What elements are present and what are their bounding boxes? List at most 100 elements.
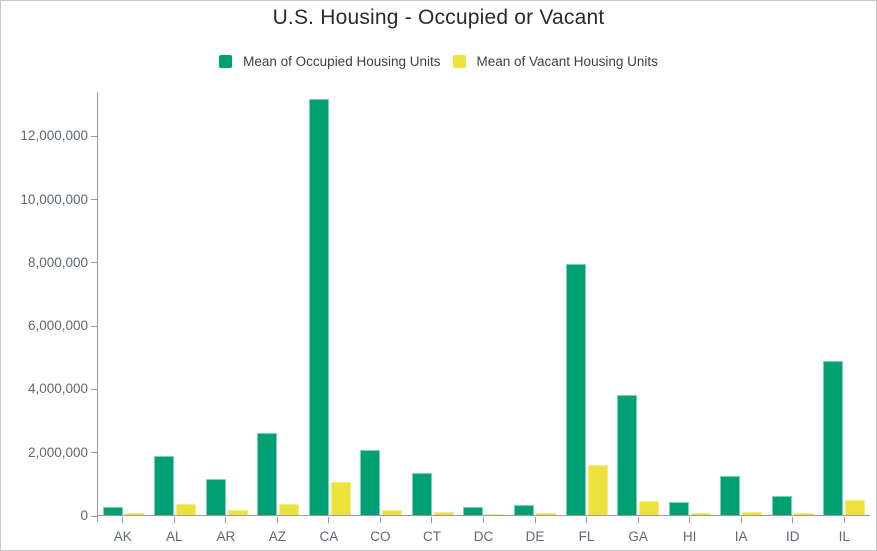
legend-item-occupied[interactable]: Mean of Occupied Housing Units bbox=[219, 54, 441, 69]
bar-DE-vacant[interactable] bbox=[536, 513, 557, 515]
bar-AZ-occupied[interactable] bbox=[257, 432, 278, 515]
category-group-AZ bbox=[252, 92, 303, 515]
bar-HI-vacant[interactable] bbox=[690, 513, 711, 515]
x-tick bbox=[637, 517, 639, 523]
bar-ID-vacant[interactable] bbox=[793, 512, 814, 515]
bar-ID-occupied[interactable] bbox=[771, 496, 792, 515]
category-group-AK bbox=[98, 92, 149, 515]
x-tick-label-DC: DC bbox=[473, 529, 494, 544]
bar-GA-vacant[interactable] bbox=[639, 500, 660, 515]
bar-AZ-vacant[interactable] bbox=[279, 503, 300, 515]
bar-HI-occupied[interactable] bbox=[668, 501, 689, 515]
x-tick bbox=[483, 517, 484, 523]
x-tick-label-IL: IL bbox=[838, 529, 850, 544]
category-group-AR bbox=[201, 92, 252, 515]
x-tick bbox=[225, 517, 227, 523]
bar-CO-occupied[interactable] bbox=[360, 449, 381, 515]
y-tick-label: 8,000,000 bbox=[27, 254, 88, 270]
category-group-HI bbox=[664, 92, 715, 515]
x-tick-label-FL: FL bbox=[578, 529, 595, 544]
bar-CA-vacant[interactable] bbox=[330, 481, 351, 515]
bar-AL-occupied[interactable] bbox=[154, 456, 175, 515]
category-group-ID bbox=[767, 92, 818, 515]
x-tick bbox=[431, 517, 433, 523]
x-tick-label-ID: ID bbox=[785, 529, 800, 544]
x-tick-label-AZ: AZ bbox=[268, 529, 286, 544]
legend-swatch-icon bbox=[452, 55, 466, 68]
x-tick bbox=[689, 517, 691, 523]
chart-title: U.S. Housing - Occupied or Vacant bbox=[272, 6, 605, 29]
category-group-AL bbox=[149, 92, 200, 515]
y-tick-label: 4,000,000 bbox=[27, 381, 88, 397]
plot-area bbox=[97, 92, 870, 516]
x-tick bbox=[122, 517, 124, 523]
x-tick bbox=[740, 517, 742, 523]
bar-AK-occupied[interactable] bbox=[102, 507, 123, 515]
bar-IL-occupied[interactable] bbox=[823, 360, 844, 515]
y-tick-label: 10,000,000 bbox=[20, 191, 88, 207]
x-tick-label-AK: AK bbox=[113, 529, 132, 544]
y-tick-label: 12,000,000 bbox=[20, 128, 88, 144]
x-tick-label-CO: CO bbox=[370, 529, 391, 544]
category-group-CT bbox=[407, 92, 458, 515]
x-tick-label-HI: HI bbox=[682, 529, 697, 544]
bar-CO-vacant[interactable] bbox=[382, 509, 403, 515]
bar-AL-vacant[interactable] bbox=[176, 503, 197, 515]
y-tick bbox=[91, 452, 97, 454]
x-tick-label-CA: CA bbox=[319, 529, 339, 544]
bar-IL-vacant[interactable] bbox=[845, 500, 866, 515]
x-tick-label-AR: AR bbox=[216, 529, 236, 544]
x-tick bbox=[586, 517, 588, 523]
x-tick-label-DE: DE bbox=[525, 529, 545, 544]
bar-IA-occupied[interactable] bbox=[720, 475, 741, 515]
x-tick bbox=[792, 517, 794, 523]
bar-CA-occupied[interactable] bbox=[308, 98, 329, 515]
x-tick bbox=[534, 517, 536, 523]
x-tick bbox=[276, 517, 278, 523]
y-tick bbox=[91, 135, 97, 137]
x-tick bbox=[379, 517, 381, 523]
y-tick bbox=[91, 325, 97, 327]
category-group-CA bbox=[304, 92, 355, 515]
y-tick bbox=[91, 515, 97, 517]
x-tick-label-IA: IA bbox=[734, 529, 748, 544]
legend-item-vacant[interactable]: Mean of Vacant Housing Units bbox=[452, 54, 658, 69]
y-axis-extension bbox=[97, 516, 98, 522]
legend: Mean of Occupied Housing Units Mean of Va… bbox=[1, 54, 876, 69]
bar-AK-vacant[interactable] bbox=[124, 513, 145, 515]
y-tick bbox=[91, 262, 97, 264]
legend-label: Mean of Vacant Housing Units bbox=[476, 54, 658, 69]
bar-FL-vacant[interactable] bbox=[587, 465, 608, 515]
bar-AR-occupied[interactable] bbox=[205, 479, 226, 515]
y-tick-label: 6,000,000 bbox=[27, 318, 88, 334]
x-tick bbox=[328, 517, 330, 523]
category-group-DE bbox=[510, 92, 561, 515]
x-tick-label-AL: AL bbox=[166, 529, 183, 544]
bar-FL-occupied[interactable] bbox=[565, 264, 586, 515]
x-tick-label-CT: CT bbox=[422, 529, 441, 544]
bar-DC-occupied[interactable] bbox=[463, 507, 484, 515]
bar-CT-vacant[interactable] bbox=[433, 512, 454, 515]
y-tick bbox=[91, 199, 97, 201]
legend-label: Mean of Occupied Housing Units bbox=[243, 54, 441, 69]
category-group-DC bbox=[458, 92, 509, 515]
bar-AR-vacant[interactable] bbox=[227, 510, 248, 515]
bar-DC-vacant[interactable] bbox=[485, 514, 506, 515]
x-tick bbox=[173, 517, 175, 523]
y-tick bbox=[91, 388, 97, 390]
category-group-FL bbox=[561, 92, 612, 515]
category-group-IL bbox=[819, 92, 870, 515]
bar-GA-occupied[interactable] bbox=[617, 395, 638, 515]
y-tick-label: 2,000,000 bbox=[27, 444, 88, 460]
x-tick-label-GA: GA bbox=[628, 529, 648, 544]
bar-DE-occupied[interactable] bbox=[514, 504, 535, 515]
x-tick bbox=[843, 517, 845, 523]
y-tick-label: 0 bbox=[80, 508, 88, 523]
bar-IA-vacant[interactable] bbox=[742, 512, 763, 515]
category-group-IA bbox=[716, 92, 767, 515]
category-group-CO bbox=[355, 92, 406, 515]
bar-CT-occupied[interactable] bbox=[411, 472, 432, 515]
category-group-GA bbox=[613, 92, 664, 515]
legend-swatch-icon bbox=[219, 55, 233, 68]
